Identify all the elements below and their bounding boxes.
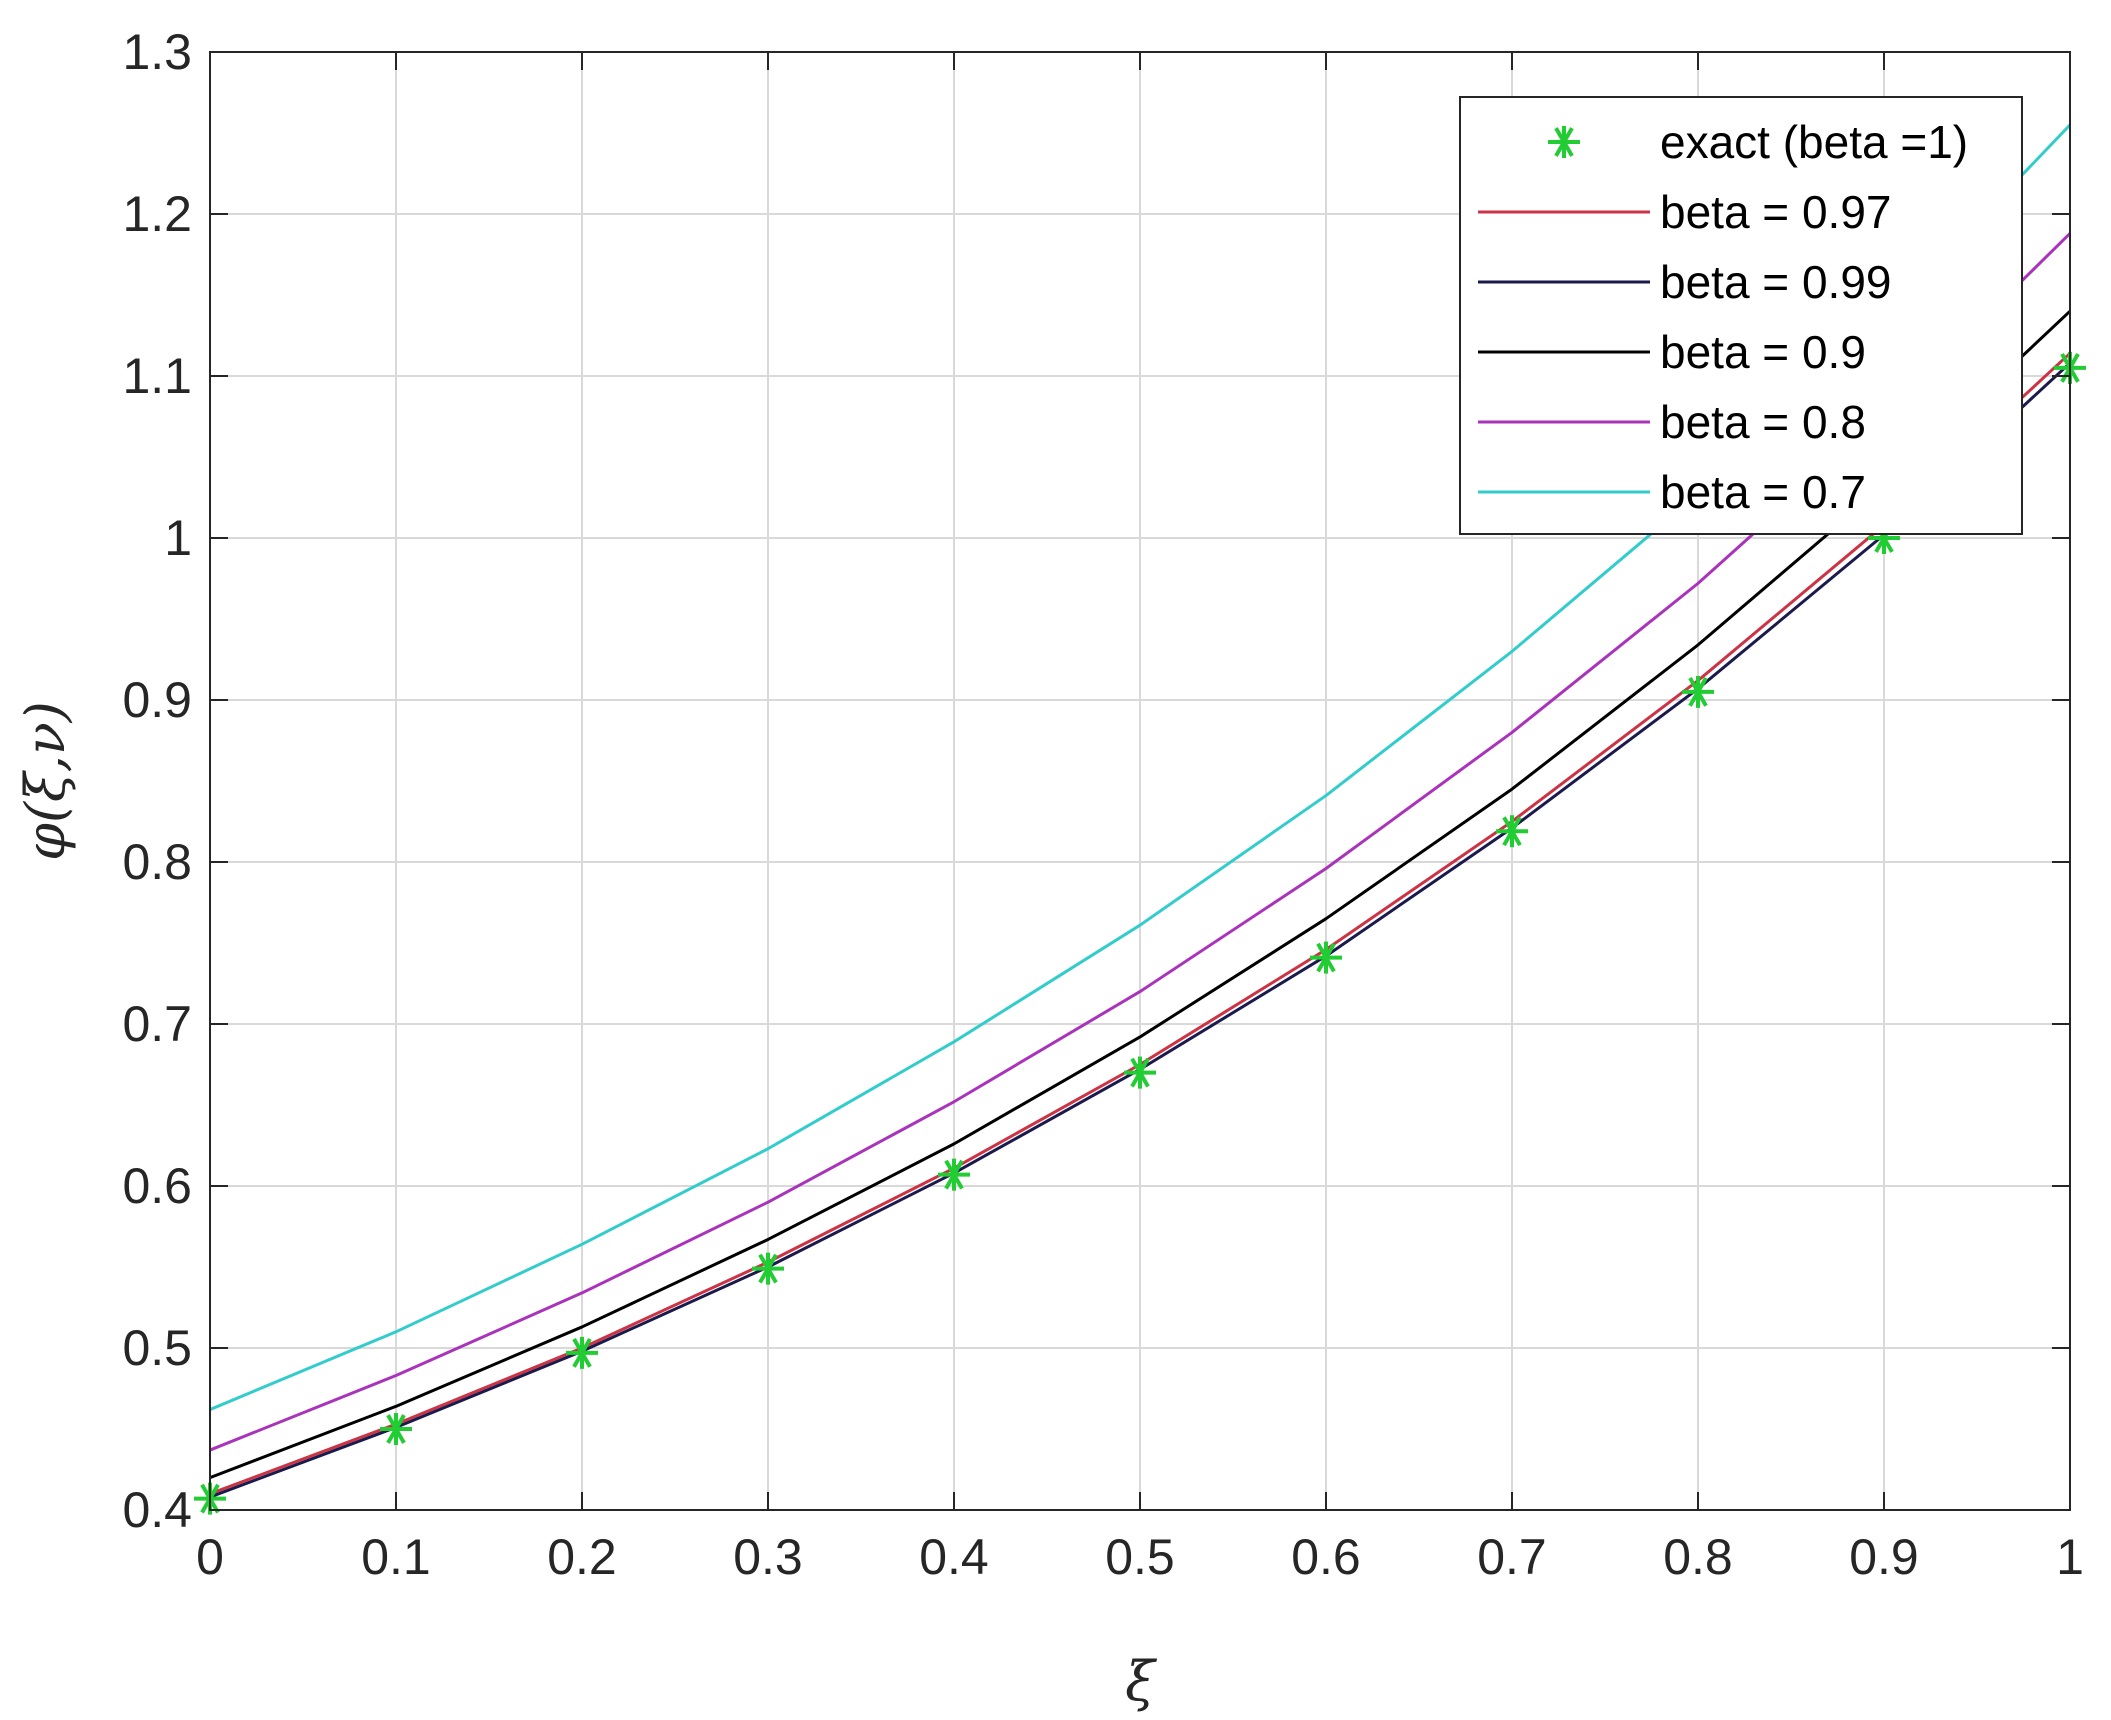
y-tick-label: 0.4 <box>122 1482 192 1538</box>
legend-label: beta = 0.97 <box>1660 186 1891 238</box>
x-tick-label: 0.8 <box>1663 1529 1733 1585</box>
x-tick-label: 0 <box>196 1529 224 1585</box>
exact-marker <box>938 1158 970 1191</box>
exact-marker <box>566 1336 598 1369</box>
exact-marker <box>1310 941 1342 974</box>
x-tick-label: 0.2 <box>547 1529 617 1585</box>
legend-item: exact (beta =1) <box>1548 116 1968 168</box>
ticks: 0 0.1 0.2 0.3 0.4 0.5 0.6 0.7 0.8 0.9 1 0.4 0.5 0.6 0.… <box>122 24 2083 1585</box>
y-tick-label: 1.1 <box>122 348 192 404</box>
series-line-3 <box>209 310 2072 1480</box>
y-tick-label: 0.8 <box>122 834 192 890</box>
x-axis-label: ξ <box>1125 1650 1157 1713</box>
legend: exact (beta =1) beta = 0.97 beta = 0.99 bet… <box>1459 96 2023 535</box>
y-axis-label: φ(ξ,ν) <box>14 701 77 861</box>
y-tick-label: 1.2 <box>122 186 192 242</box>
y-tick-label: 1.3 <box>122 24 192 80</box>
exact-marker <box>380 1413 412 1445</box>
y-tick-label: 0.6 <box>122 1158 192 1214</box>
legend-item: beta = 0.9 <box>1478 326 1866 378</box>
legend-label: beta = 0.7 <box>1660 466 1866 518</box>
x-tick-label: 0.4 <box>919 1529 989 1585</box>
y-tick-label: 0.9 <box>122 672 192 728</box>
y-tick-label: 1 <box>164 510 192 566</box>
exact-marker <box>1496 815 1528 848</box>
x-tick-label: 0.1 <box>361 1529 431 1585</box>
x-tick-label: 0.9 <box>1849 1529 1919 1585</box>
legend-label: beta = 0.9 <box>1660 326 1866 378</box>
exact-marker <box>752 1252 784 1285</box>
legend-marker <box>1548 126 1580 158</box>
x-tick-label: 1 <box>2056 1529 2084 1585</box>
x-tick-label: 0.3 <box>733 1529 803 1585</box>
legend-label: exact (beta =1) <box>1660 116 1968 168</box>
exact-marker <box>1682 675 1714 708</box>
legend-label: beta = 0.8 <box>1660 396 1866 448</box>
x-tick-label: 0.5 <box>1105 1529 1175 1585</box>
legend-item: beta = 0.97 <box>1478 186 1891 238</box>
y-tick-label: 0.7 <box>122 996 192 1052</box>
legend-item: beta = 0.8 <box>1478 396 1866 448</box>
x-tick-label: 0.7 <box>1477 1529 1547 1585</box>
x-tick-label: 0.6 <box>1291 1529 1361 1585</box>
exact-marker <box>1124 1056 1156 1089</box>
y-tick-label: 0.5 <box>122 1320 192 1376</box>
legend-box <box>1459 96 2023 535</box>
legend-label: beta = 0.99 <box>1660 256 1891 308</box>
legend-item: beta = 0.7 <box>1478 466 1866 518</box>
legend-item: beta = 0.99 <box>1478 256 1891 308</box>
